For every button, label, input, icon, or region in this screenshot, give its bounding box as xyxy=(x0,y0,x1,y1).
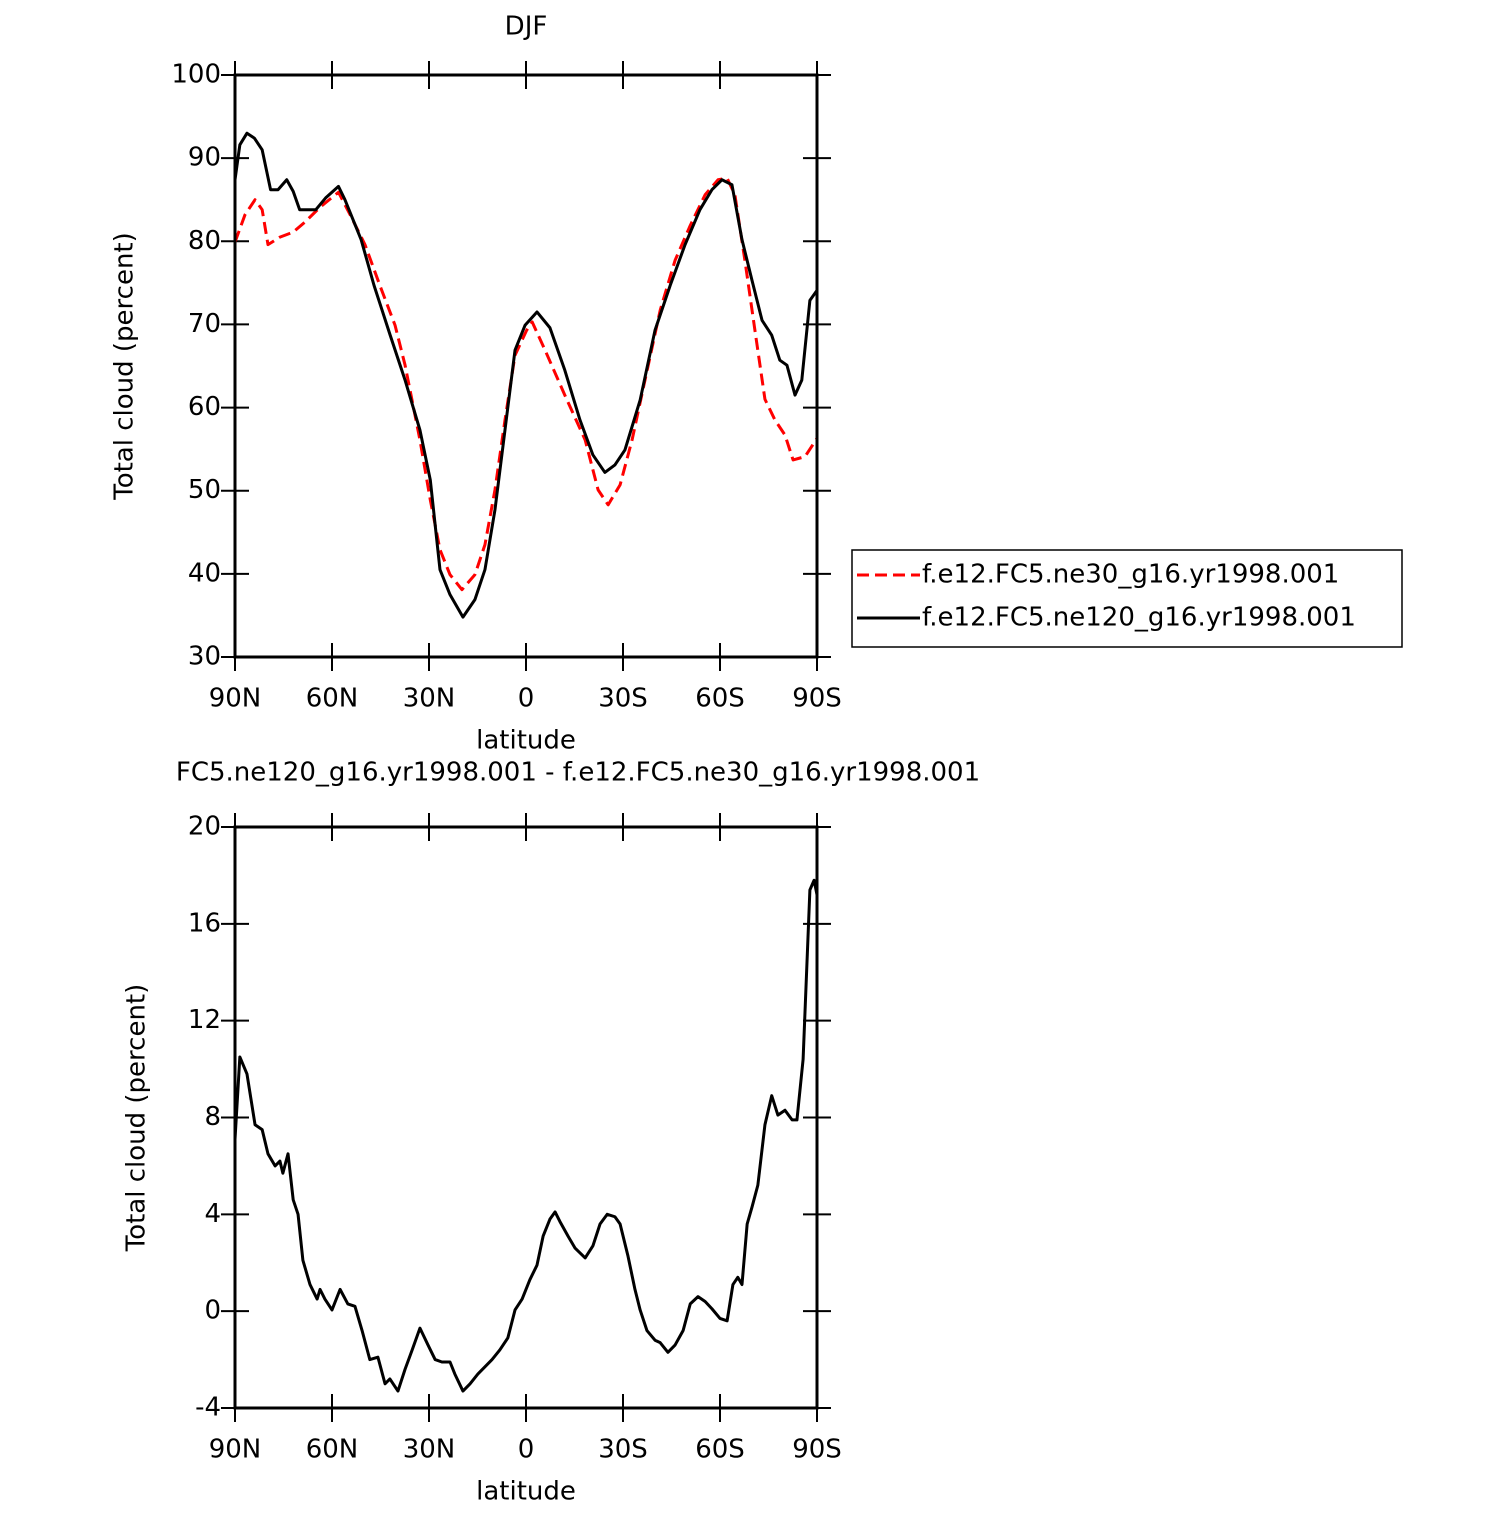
x-tick-label: 60S xyxy=(695,684,745,714)
y-tick-label: 50 xyxy=(188,475,221,505)
x-tick-label: 30N xyxy=(403,1435,456,1465)
y-tick-label: 8 xyxy=(204,1102,221,1132)
y-tick-label: -4 xyxy=(195,1393,221,1423)
y-tick-label: 30 xyxy=(188,642,221,672)
x-axis-label: latitude xyxy=(476,726,576,756)
x-tick-label: 90S xyxy=(792,1435,842,1465)
x-tick-label: 90N xyxy=(209,684,262,714)
x-tick-label: 0 xyxy=(518,684,535,714)
x-tick-label: 60S xyxy=(695,1435,745,1465)
x-tick-label: 60N xyxy=(306,1435,359,1465)
x-axis-label: latitude xyxy=(476,1477,576,1507)
x-tick-label: 30N xyxy=(403,684,456,714)
y-tick-label: 80 xyxy=(188,226,221,256)
plot-frame xyxy=(233,73,819,659)
y-tick-label: 12 xyxy=(188,1005,221,1035)
chart-title: DJF xyxy=(505,12,548,42)
x-tick-label: 90S xyxy=(792,684,842,714)
y-tick-label: 0 xyxy=(204,1296,221,1326)
x-tick-label: 60N xyxy=(306,684,359,714)
y-tick-label: 40 xyxy=(188,558,221,588)
y-tick-label: 90 xyxy=(188,143,221,173)
data-line xyxy=(233,131,819,619)
chart-title: FC5.ne120_g16.yr1998.001 - f.e12.FC5.ne3… xyxy=(176,758,980,788)
legend-label: f.e12.FC5.ne120_g16.yr1998.001 xyxy=(922,603,1356,633)
y-tick-label: 4 xyxy=(204,1199,221,1229)
x-tick-label: 90N xyxy=(209,1435,262,1465)
y-tick-label: 70 xyxy=(188,309,221,339)
y-tick-label: 100 xyxy=(171,60,221,90)
data-line xyxy=(233,878,819,1393)
y-tick-label: 16 xyxy=(188,908,221,938)
y-axis-label: Total cloud (percent) xyxy=(110,232,140,501)
legend-box xyxy=(851,549,1403,648)
data-line xyxy=(233,176,819,592)
y-tick-label: 60 xyxy=(188,392,221,422)
x-tick-label: 0 xyxy=(518,1435,535,1465)
x-tick-label: 30S xyxy=(598,684,648,714)
y-tick-label: 20 xyxy=(188,812,221,842)
y-axis-label: Total cloud (percent) xyxy=(122,984,152,1253)
legend-label: f.e12.FC5.ne30_g16.yr1998.001 xyxy=(922,560,1339,590)
plot-frame xyxy=(233,825,819,1410)
x-tick-label: 30S xyxy=(598,1435,648,1465)
